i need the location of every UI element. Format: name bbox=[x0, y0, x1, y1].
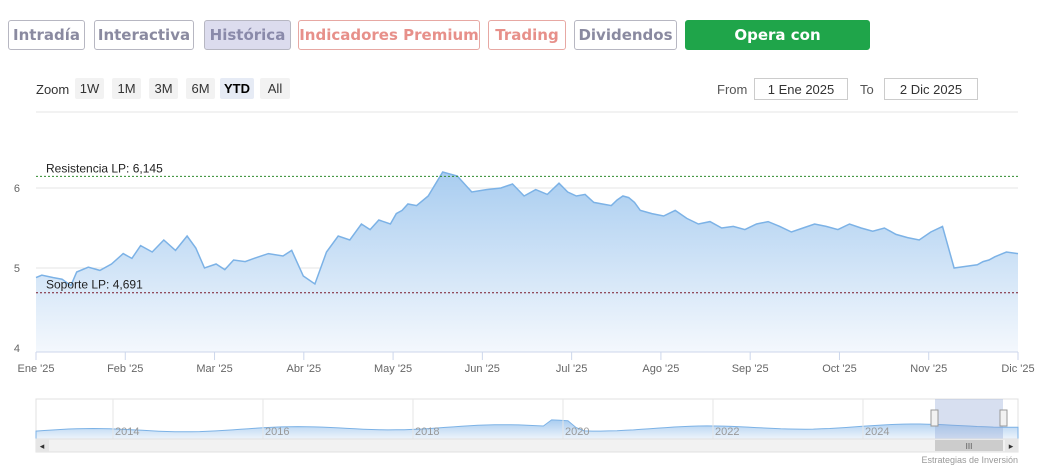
scrollbar-right-arrow[interactable] bbox=[1005, 439, 1018, 452]
svg-text:◂: ◂ bbox=[40, 441, 45, 451]
navigator-tick-label: 2016 bbox=[265, 426, 289, 438]
navigator-left-handle[interactable] bbox=[930, 409, 939, 427]
to-date-input[interactable]: 2 Dic 2025 bbox=[884, 78, 978, 100]
navigator-tick-label: 2014 bbox=[115, 426, 139, 438]
annotation-label: Resistencia LP: 6,145 bbox=[46, 161, 163, 175]
x-tick-label: Jul '25 bbox=[556, 363, 587, 375]
x-tick-label: Jun '25 bbox=[465, 363, 500, 375]
tab-dividendos[interactable]: Dividendos bbox=[574, 20, 677, 50]
svg-text:III: III bbox=[966, 442, 973, 451]
navigator-tick-label: 2022 bbox=[715, 426, 739, 438]
navigator-right-handle[interactable] bbox=[999, 409, 1008, 427]
tab-interactiva[interactable]: Interactiva bbox=[94, 20, 194, 50]
x-tick-label: Ago '25 bbox=[642, 363, 679, 375]
to-label: To bbox=[860, 82, 874, 97]
navigator[interactable]: 2014 2016 2018 2020 2022 2024 bbox=[35, 398, 1019, 440]
series-area bbox=[36, 172, 1018, 352]
from-date-input[interactable]: 1 Ene 2025 bbox=[754, 78, 848, 100]
x-tick-label: Abr '25 bbox=[287, 363, 322, 375]
x-tick-label: May '25 bbox=[374, 363, 412, 375]
tab-intradia[interactable]: Intradía bbox=[8, 20, 85, 50]
x-tick-label: Oct '25 bbox=[822, 363, 857, 375]
series-line bbox=[35, 171, 1019, 287]
y-axis: 4 5 6 bbox=[14, 183, 20, 355]
x-tick-label: Ene '25 bbox=[18, 363, 55, 375]
chart-credits: Estrategias de Inversión bbox=[921, 455, 1018, 465]
zoom-6m-button[interactable]: 6M bbox=[186, 78, 215, 99]
scrollbar-left-arrow[interactable] bbox=[36, 439, 49, 452]
y-tick-label: 4 bbox=[14, 343, 20, 355]
opera-freedom24-button[interactable]: Opera con Freedom24 bbox=[685, 20, 870, 72]
tab-indicadores-premium[interactable]: Indicadores Premium bbox=[298, 20, 480, 50]
zoom-label: Zoom bbox=[36, 82, 70, 97]
navigator-series bbox=[35, 419, 1019, 440]
svg-text:▸: ▸ bbox=[1009, 441, 1014, 451]
navigator-selection[interactable] bbox=[935, 399, 1003, 439]
annotation-label: Soporte LP: 4,691 bbox=[46, 278, 143, 292]
scrollbar-thumb[interactable] bbox=[935, 440, 1003, 451]
x-axis: Ene '25 Feb '25 Mar '25 Abr '25 May '25 Jun '… bbox=[18, 352, 1035, 375]
zoom-ytd-button[interactable]: YTD bbox=[220, 78, 254, 99]
zoom-all-button[interactable]: All bbox=[260, 78, 290, 99]
x-tick-label: Nov '25 bbox=[910, 363, 947, 375]
scrollbar[interactable]: ◂ ▸ III bbox=[35, 438, 1019, 453]
tab-historica[interactable]: Histórica bbox=[204, 20, 291, 50]
annotation-lines: Resistencia LP: 6,145 Soporte LP: 4,691 bbox=[36, 161, 1018, 294]
zoom-3m-button[interactable]: 3M bbox=[149, 78, 178, 99]
navigator-axis: 2014 2016 2018 2020 2022 2024 bbox=[112, 399, 889, 439]
x-tick-label: Mar '25 bbox=[196, 363, 232, 375]
x-tick-label: Dic '25 bbox=[1001, 363, 1034, 375]
x-tick-label: Sep '25 bbox=[732, 363, 769, 375]
x-tick-label: Feb '25 bbox=[107, 363, 143, 375]
navigator-tick-label: 2020 bbox=[565, 426, 589, 438]
zoom-1m-button[interactable]: 1M bbox=[112, 78, 141, 99]
navigator-tick-label: 2018 bbox=[415, 426, 439, 438]
zoom-1w-button[interactable]: 1W bbox=[75, 78, 104, 99]
y-tick-label: 5 bbox=[14, 263, 20, 275]
tab-trading[interactable]: Trading bbox=[488, 20, 566, 50]
from-label: From bbox=[717, 82, 748, 97]
y-tick-label: 6 bbox=[14, 183, 20, 195]
navigator-tick-label: 2024 bbox=[865, 426, 889, 438]
scrollbar-track[interactable] bbox=[35, 438, 1019, 453]
